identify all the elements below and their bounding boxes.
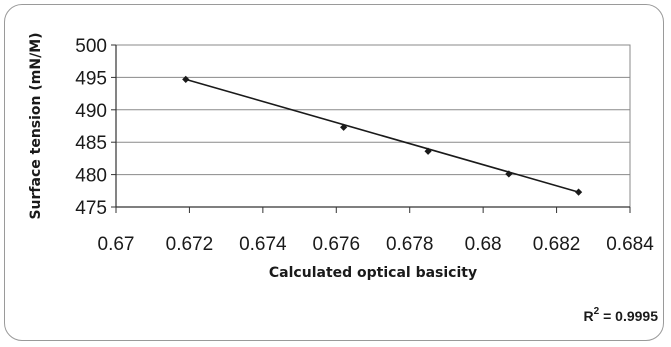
y-tick-label: 480 [75,166,107,187]
x-tick-label: 0.682 [533,234,581,255]
r-squared-value: = 0.9995 [599,308,658,324]
x-axis-title: Calculated optical basicity [269,265,477,281]
data-point [575,188,583,196]
x-tick-label: 0.67 [98,234,135,255]
data-layer [182,75,583,196]
axes: 475 480 485 490 495 500 0.67 0.672 0.674 0.676 0.6… [75,36,654,255]
x-tick-label: 0.672 [166,234,214,255]
x-tick-label: 0.678 [386,234,434,255]
data-point [340,123,348,131]
y-tick-label: 500 [75,36,107,57]
data-point [424,147,432,155]
y-tick-label: 485 [75,133,107,154]
plot-area-border [115,44,631,208]
data-point [182,75,190,83]
y-axis-title: Surface tension (mN/M) [28,32,44,219]
y-tick-label: 475 [75,198,107,219]
x-tick-label: 0.674 [239,234,287,255]
x-tick-label: 0.68 [465,234,502,255]
x-tick-label: 0.684 [606,234,654,255]
gridlines [116,44,630,208]
x-tick-label: 0.676 [313,234,361,255]
trendline [185,78,579,193]
chart-frame [4,4,664,341]
y-tick-label: 490 [75,101,107,122]
r-squared-annotation: R2 = 0.9995 [584,306,659,324]
data-point [505,170,513,178]
r-squared-r: R [584,308,594,324]
y-tick-label: 495 [75,68,107,89]
r-squared-exponent: 2 [594,306,600,317]
